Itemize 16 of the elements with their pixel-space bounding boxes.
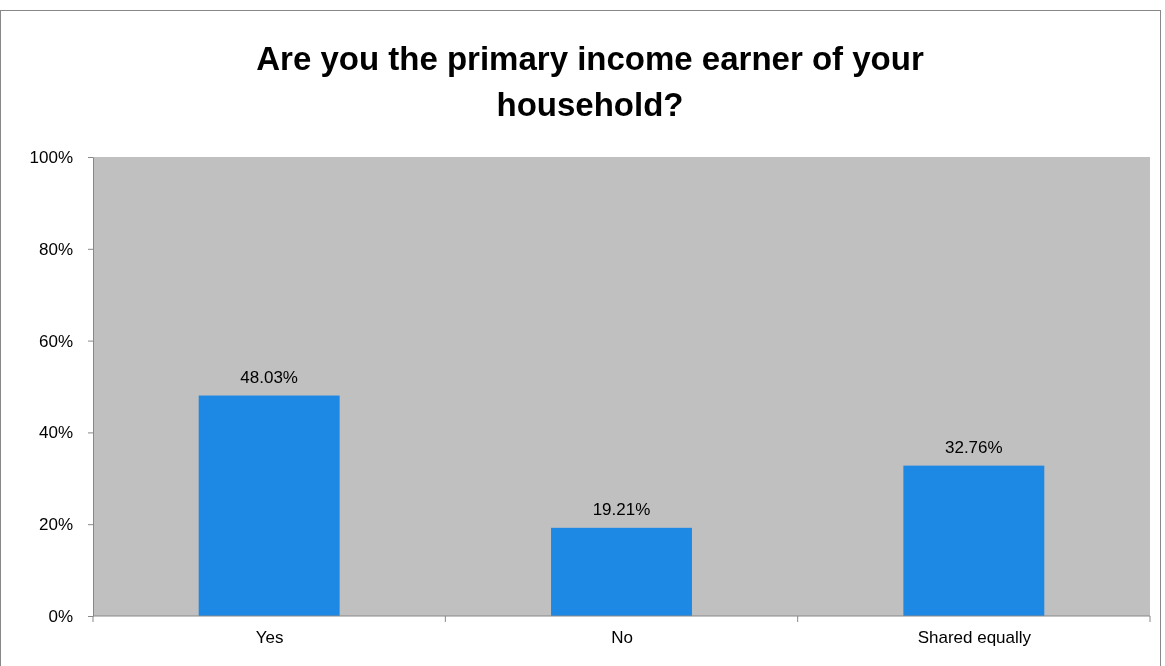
bar [903,465,1045,616]
bar [198,395,340,616]
bar [551,527,692,616]
y-tick-label: 100% [29,147,73,167]
chart-title: Are you the primary income earner of your household? [255,39,925,125]
x-tick-label: Shared equally [917,627,1032,647]
data-label: 19.21% [592,499,651,519]
y-tick-label: 60% [38,331,73,351]
data-label: 32.76% [945,437,1003,457]
y-tick-label: 80% [38,239,73,259]
y-tick-label: 40% [38,423,73,443]
y-tick-label: 0% [48,606,73,626]
x-tick-label: No [611,627,633,647]
x-tick-label: Yes [255,627,284,647]
data-label: 48.03% [240,367,298,387]
y-tick-label: 20% [38,515,73,535]
